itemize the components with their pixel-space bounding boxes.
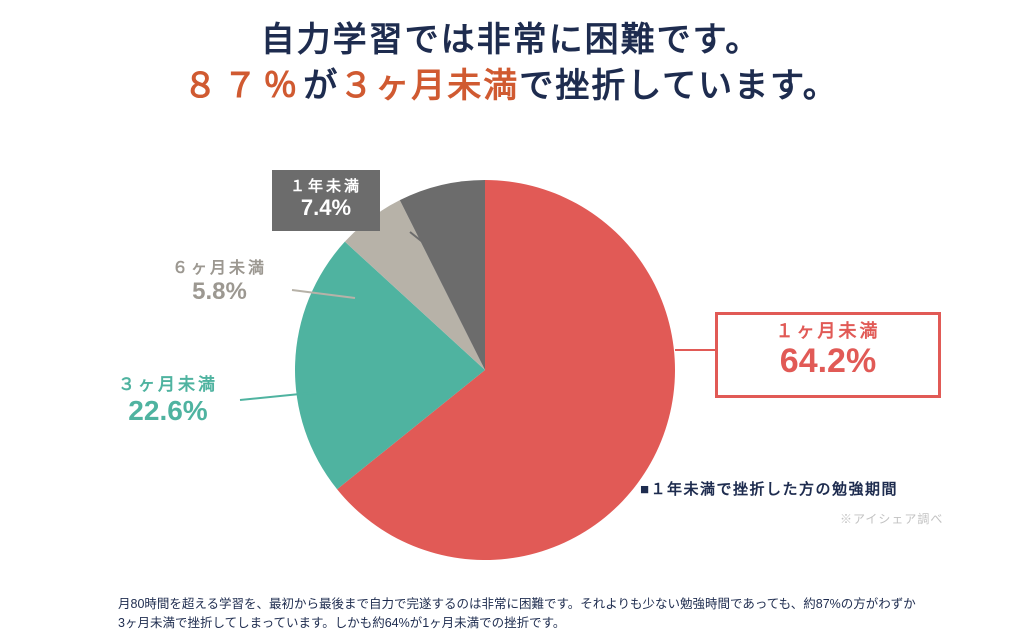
callout-3month-label: ３ヶ月未満 bbox=[118, 375, 218, 395]
headline-line2: ８７％が３ヶ月未満で挫折しています。 bbox=[0, 64, 1022, 110]
headline-percent: ８７％ bbox=[183, 68, 303, 105]
legend-title: ■１年未満で挫折した方の勉強期間 bbox=[640, 478, 898, 499]
callout-3month: ３ヶ月未満 22.6% bbox=[118, 375, 218, 427]
headline-line1: 自力学習では非常に困難です。 bbox=[0, 18, 1022, 64]
callout-6month: ６ヶ月未満 5.8% bbox=[172, 260, 267, 306]
footnote-text: 月80時間を超える学習を、最初から最後まで自力で完遂するのは非常に困難です。それ… bbox=[118, 595, 918, 634]
callout-1month: １ヶ月未満 64.2% bbox=[715, 312, 941, 398]
callout-6month-pct: 5.8% bbox=[172, 278, 267, 306]
callout-6month-label: ６ヶ月未満 bbox=[172, 260, 267, 278]
headline: 自力学習では非常に困難です。 ８７％が３ヶ月未満で挫折しています。 bbox=[0, 18, 1022, 110]
headline-ga: が bbox=[303, 68, 339, 105]
callout-1month-label: １ヶ月未満 bbox=[718, 321, 938, 342]
source-note: ※アイシェア調べ bbox=[840, 510, 943, 527]
callout-1month-pct: 64.2% bbox=[718, 342, 938, 381]
headline-3month: ３ヶ月未満 bbox=[339, 68, 519, 105]
pie-chart bbox=[290, 175, 680, 565]
callout-3month-pct: 22.6% bbox=[118, 395, 218, 427]
headline-rest: で挫折しています。 bbox=[519, 68, 839, 105]
